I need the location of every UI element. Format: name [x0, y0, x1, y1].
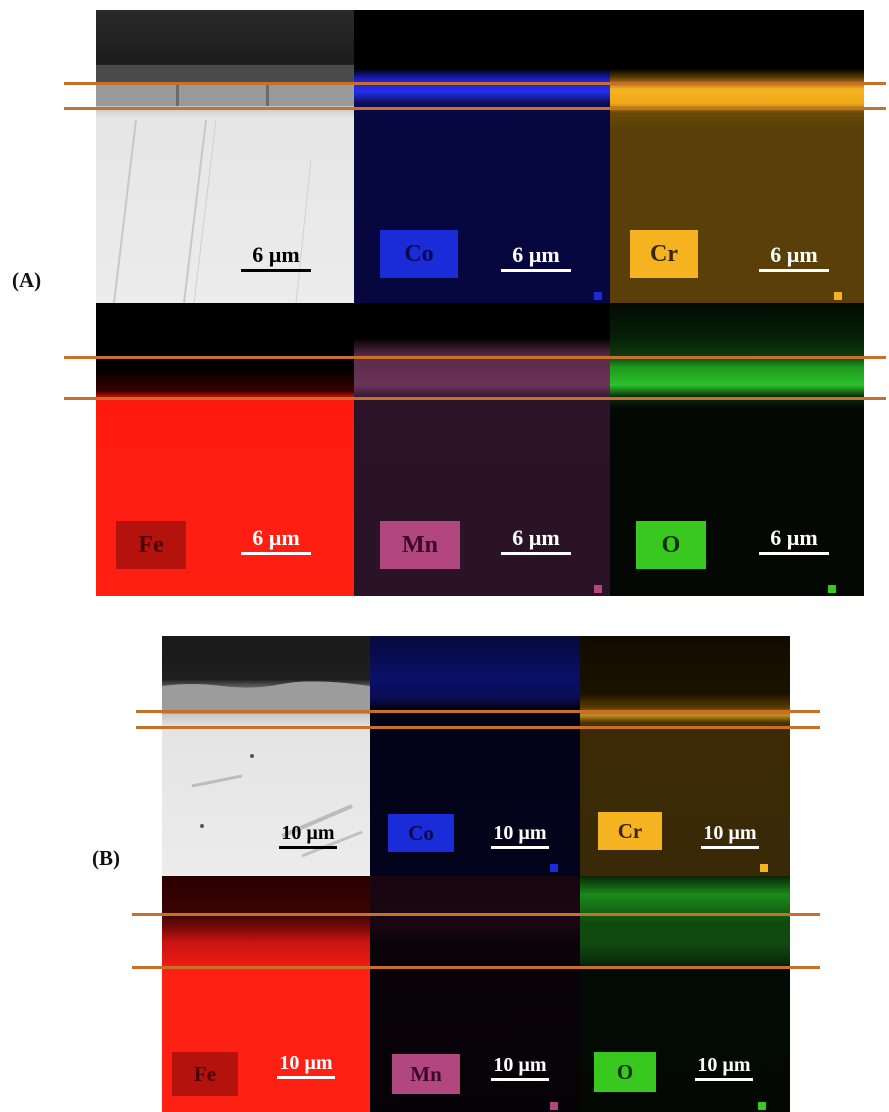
- interface-guide-line: [64, 82, 886, 85]
- scale-bar: [491, 1078, 549, 1081]
- scale-bar: [701, 846, 759, 849]
- interface-guide-line: [136, 710, 820, 713]
- o-map-a: O 6 µm: [610, 303, 864, 596]
- cr-map-a: Cr 6 µm: [610, 10, 864, 303]
- channel-chip: [550, 864, 558, 872]
- interface-guide-line: [64, 356, 886, 359]
- scale-label: 10 µm: [281, 822, 335, 844]
- scale-bar: [759, 269, 829, 272]
- scale-label: 6 µm: [252, 242, 300, 267]
- cr-map-b: Cr 10 µm: [580, 636, 790, 876]
- channel-chip: [834, 292, 842, 300]
- interface-guide-line: [132, 966, 820, 969]
- element-label-o: O: [636, 521, 706, 569]
- channel-chip: [828, 585, 836, 593]
- element-label-mn: Mn: [380, 521, 460, 569]
- scale-bar: [277, 1076, 335, 1079]
- scale-bar: [241, 552, 311, 555]
- scale-label: 6 µm: [770, 525, 818, 550]
- scale-label: 10 µm: [493, 1054, 547, 1076]
- co-map-a: Co 6 µm: [354, 10, 610, 303]
- interface-guide-line: [132, 913, 820, 916]
- element-label-co: Co: [388, 814, 454, 852]
- fe-map-b: Fe 10 µm: [162, 876, 370, 1112]
- channel-chip: [760, 864, 768, 872]
- scale-bar: [501, 269, 571, 272]
- interface-guide-line: [64, 397, 886, 400]
- scale-label: 10 µm: [279, 1052, 333, 1074]
- element-label-fe: Fe: [116, 521, 186, 569]
- scale-bar: [241, 269, 311, 272]
- scale-label: 10 µm: [703, 822, 757, 844]
- mn-map-a: Mn 6 µm: [354, 303, 610, 596]
- channel-chip: [550, 1102, 558, 1110]
- scale-bar: [491, 846, 549, 849]
- scale-label: 6 µm: [512, 525, 560, 550]
- sem-image-a: 6 µm: [96, 10, 354, 303]
- channel-chip: [594, 292, 602, 300]
- scale-label: 6 µm: [512, 242, 560, 267]
- scale-label: 10 µm: [493, 822, 547, 844]
- interface-guide-line: [136, 726, 820, 729]
- scale-bar: [695, 1078, 753, 1081]
- scale-label: 6 µm: [770, 242, 818, 267]
- scale-bar: [279, 846, 337, 849]
- sem-image-b: 10 µm: [162, 636, 370, 876]
- co-map-b: Co 10 µm: [370, 636, 580, 876]
- channel-chip: [758, 1102, 766, 1110]
- element-label-fe: Fe: [172, 1052, 238, 1096]
- interface-guide-line: [64, 107, 886, 110]
- channel-chip: [594, 585, 602, 593]
- mn-map-b: Mn 10 µm: [370, 876, 580, 1112]
- element-label-co: Co: [380, 230, 458, 278]
- o-map-b: O 10 µm: [580, 876, 790, 1112]
- fe-map-a: Fe 6 µm: [96, 303, 354, 596]
- panel-b-label: (B): [92, 846, 120, 870]
- panel-a-label: (A): [12, 268, 42, 292]
- element-label-cr: Cr: [598, 812, 662, 850]
- element-label-cr: Cr: [630, 230, 698, 278]
- scale-bar: [501, 552, 571, 555]
- element-label-mn: Mn: [392, 1054, 460, 1094]
- scale-bar: [759, 552, 829, 555]
- scale-label: 6 µm: [252, 525, 300, 550]
- element-label-o: O: [594, 1052, 656, 1092]
- scale-label: 10 µm: [697, 1054, 751, 1076]
